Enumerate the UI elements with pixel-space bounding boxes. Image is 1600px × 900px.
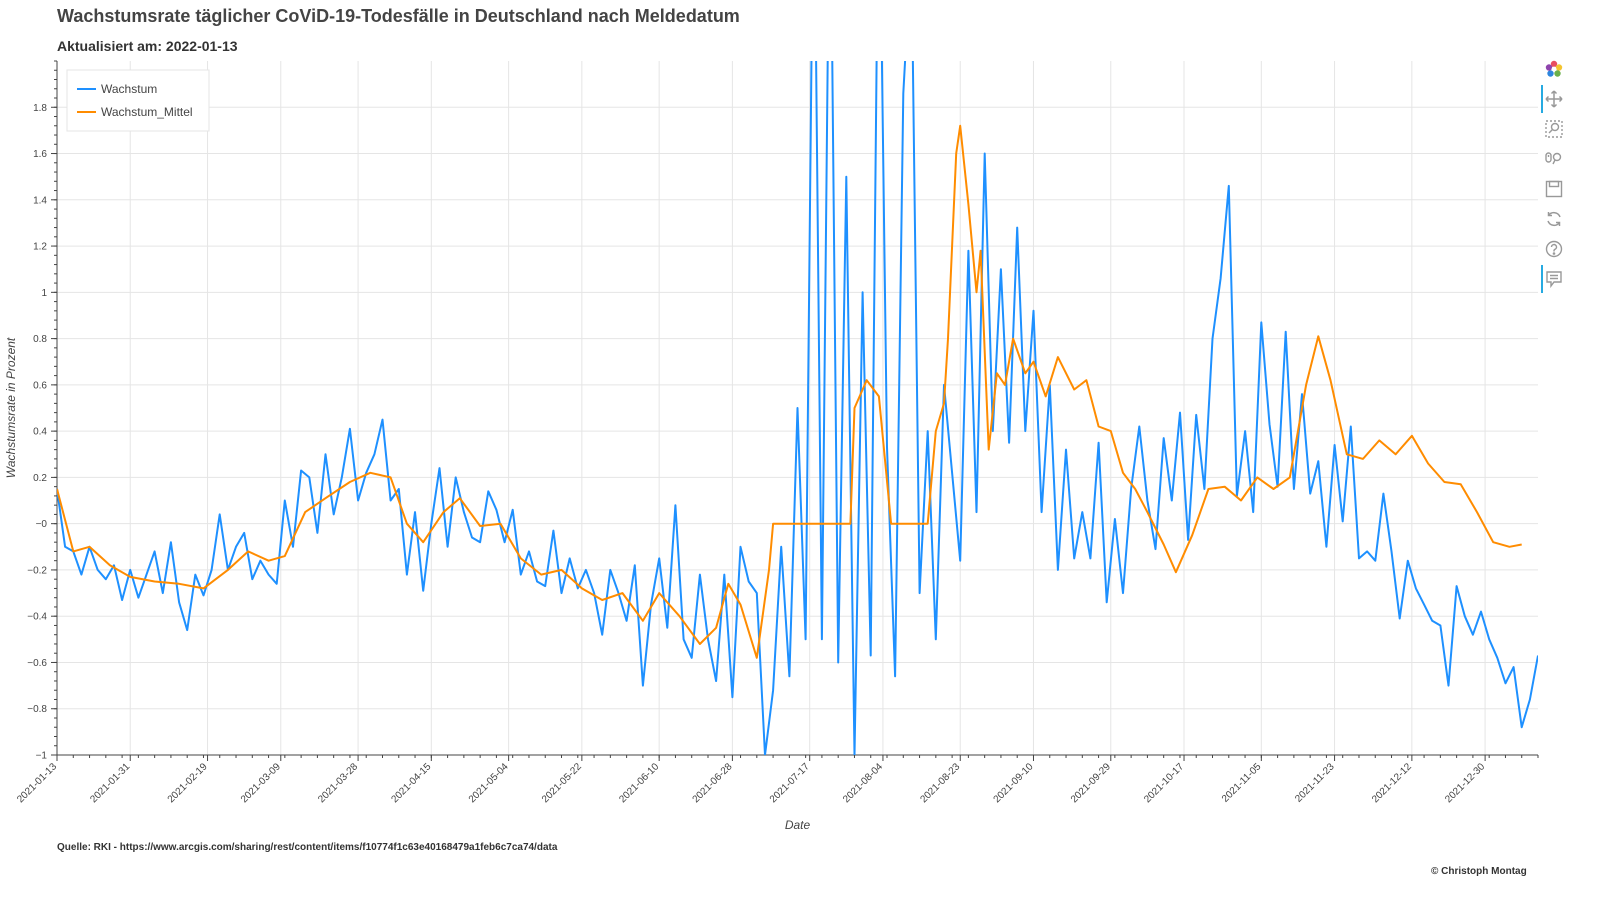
y-tick-label: 0.6 bbox=[33, 380, 47, 391]
y-tick-label: −1 bbox=[36, 751, 48, 762]
hover-icon[interactable] bbox=[1541, 265, 1565, 293]
x-axis-title: Date bbox=[785, 818, 811, 832]
x-tick-label: 2021-07-17 bbox=[768, 761, 812, 805]
reset-icon[interactable] bbox=[1543, 208, 1565, 230]
bokeh-logo-icon[interactable] bbox=[1543, 58, 1565, 80]
y-tick-label: 1.6 bbox=[33, 149, 47, 160]
x-tick-label: 2021-02-19 bbox=[166, 761, 210, 805]
x-tick-label: 2021-09-29 bbox=[1069, 761, 1113, 805]
y-tick-label: −0.6 bbox=[27, 658, 47, 669]
active-tool-indicator bbox=[1541, 265, 1543, 293]
x-tick-label: 2021-05-22 bbox=[540, 761, 584, 805]
wheel-zoom-icon[interactable] bbox=[1543, 148, 1565, 170]
y-tick-label: 1 bbox=[41, 288, 47, 299]
save-icon[interactable] bbox=[1543, 178, 1565, 200]
y-tick-label: 0.2 bbox=[33, 473, 47, 484]
y-tick-label: −0.2 bbox=[27, 565, 47, 576]
copyright-note: © Christoph Montag bbox=[1431, 866, 1527, 877]
y-tick-label: 1.8 bbox=[33, 103, 47, 114]
x-tick-label: 2021-12-30 bbox=[1443, 761, 1487, 805]
y-tick-label: 0.4 bbox=[33, 427, 47, 438]
x-tick-label: 2021-09-10 bbox=[992, 761, 1036, 805]
box-zoom-icon[interactable] bbox=[1543, 118, 1565, 140]
x-tick-label: 2021-06-10 bbox=[617, 761, 661, 805]
active-tool-indicator bbox=[1541, 85, 1543, 113]
chart-title: Wachstumsrate täglicher CoViD-19-Todesfä… bbox=[57, 6, 740, 26]
y-tick-label: 1.4 bbox=[33, 195, 47, 206]
x-tick-label: 2021-12-12 bbox=[1370, 761, 1414, 805]
y-tick-label: −0.8 bbox=[27, 704, 47, 715]
x-tick-label: 2021-10-17 bbox=[1142, 761, 1186, 805]
x-tick-label: 2021-03-09 bbox=[239, 761, 283, 805]
x-tick-label: 2021-04-15 bbox=[389, 761, 433, 805]
x-tick-label: 2021-08-23 bbox=[918, 761, 962, 805]
y-tick-label: 0.8 bbox=[33, 334, 47, 345]
x-tick-label: 2021-11-05 bbox=[1220, 761, 1264, 805]
x-tick-label: 2021-01-13 bbox=[15, 761, 59, 805]
series-line-wachstum[interactable] bbox=[57, 0, 1538, 755]
legend[interactable]: Wachstum Wachstum_Mittel bbox=[66, 69, 210, 132]
x-tick-label: 2021-06-28 bbox=[691, 761, 735, 805]
y-tick-label: 1.2 bbox=[33, 242, 47, 253]
series-line-wachstum_mittel[interactable] bbox=[57, 124, 1522, 659]
chart-subtitle: Aktualisiert am: 2022-01-13 bbox=[57, 38, 238, 54]
x-tick-label: 2021-08-04 bbox=[841, 761, 885, 805]
source-note: Quelle: RKI - https://www.arcgis.com/sha… bbox=[57, 842, 558, 853]
legend-box bbox=[66, 69, 210, 132]
pan-icon[interactable] bbox=[1541, 85, 1565, 113]
y-tick-label: −0.4 bbox=[27, 612, 47, 623]
legend-label: Wachstum_Mittel bbox=[101, 105, 193, 119]
x-tick-label: 2021-01-31 bbox=[88, 761, 132, 805]
y-axis-title: Wachstumsrate in Prozent bbox=[4, 337, 18, 478]
help-icon[interactable] bbox=[1543, 238, 1565, 260]
y-tick-label: −0 bbox=[36, 519, 48, 530]
x-tick-label: 2021-03-28 bbox=[316, 761, 360, 805]
x-tick-label: 2021-11-23 bbox=[1293, 761, 1337, 805]
legend-label: Wachstum bbox=[101, 82, 157, 96]
x-tick-label: 2021-05-04 bbox=[467, 761, 511, 805]
chart-toolbar bbox=[1541, 56, 1567, 296]
